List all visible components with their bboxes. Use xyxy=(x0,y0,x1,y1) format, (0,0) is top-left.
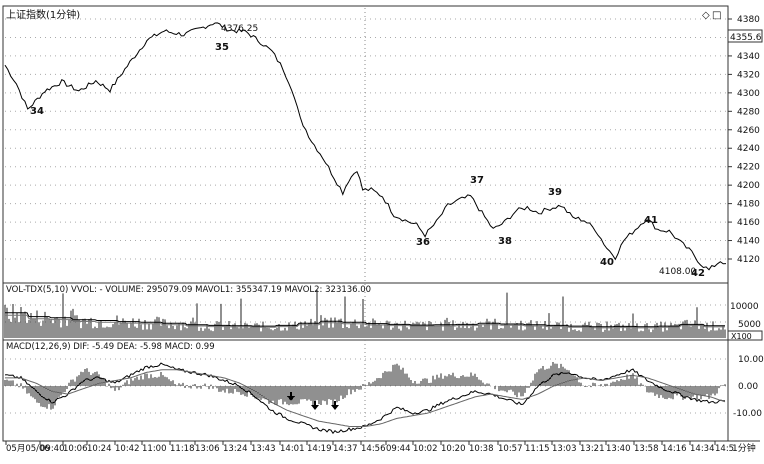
down-arrow-icon xyxy=(331,401,339,410)
price-tick-label: 4320 xyxy=(737,70,760,80)
macd-tick-0: 0.00 xyxy=(738,382,758,392)
low-price-label: 4108.00 xyxy=(659,267,696,277)
price-tick-label: 4220 xyxy=(737,163,760,173)
time-label: 13:24 xyxy=(223,444,248,454)
time-label: 13:43 xyxy=(251,444,276,454)
mavol1-line xyxy=(5,312,725,328)
period-label[interactable]: 1分钟 xyxy=(732,442,756,454)
volume-tick-5000: 5000 xyxy=(738,320,761,330)
wave-marker-38: 38 xyxy=(498,236,512,247)
price-tick-label: 4260 xyxy=(737,126,760,136)
current-price-label: 4355.6 xyxy=(730,33,762,43)
time-label: 11:15 xyxy=(525,444,550,454)
wave-marker-42: 42 xyxy=(691,268,705,279)
price-tick-label: 4300 xyxy=(737,89,760,99)
wave-marker-40: 40 xyxy=(600,257,614,268)
time-label: 10:24 xyxy=(87,444,112,454)
time-label: 13:21 xyxy=(580,444,605,454)
down-arrow-icon xyxy=(311,401,319,410)
current-price-box xyxy=(727,29,763,43)
wave-marker-35: 35 xyxy=(215,42,229,53)
wave-marker-39: 39 xyxy=(548,187,562,198)
price-tick-label: 4340 xyxy=(737,52,760,62)
time-label: 13:58 xyxy=(634,444,659,454)
time-label: 14:16 xyxy=(662,444,687,454)
time-label: 11:18 xyxy=(170,444,195,454)
price-tick-label: 4180 xyxy=(737,200,760,210)
time-label: 10:02 xyxy=(413,444,438,454)
price-tick-label: 4380 xyxy=(737,15,760,25)
volume-unit-box xyxy=(727,330,763,341)
price-tick-label: 4120 xyxy=(737,255,760,265)
volume-tick-10000: 10000 xyxy=(730,302,759,312)
time-label: 10:42 xyxy=(115,444,140,454)
dif-line xyxy=(4,362,726,435)
wave-marker-41: 41 xyxy=(644,215,658,226)
time-label: 14:34 xyxy=(690,444,715,454)
price-axis: 4380436043404320430042804260424042204200… xyxy=(728,15,760,265)
time-label: 13:40 xyxy=(606,444,631,454)
dea-line xyxy=(5,369,726,427)
price-line xyxy=(4,22,727,271)
macd-tick-10: 10.00 xyxy=(738,355,764,365)
volume-unit-label: X100 xyxy=(731,332,752,341)
time-label: 09:44 xyxy=(386,444,411,454)
wave-marker-37: 37 xyxy=(470,175,484,186)
time-label: 13:06 xyxy=(195,444,220,454)
volume-bars xyxy=(4,289,726,338)
time-label: 14:19 xyxy=(307,444,332,454)
price-tick-label: 4200 xyxy=(737,181,760,191)
time-label: 10:06 xyxy=(63,444,88,454)
down-arrow-icon xyxy=(287,392,295,401)
mavol2-line xyxy=(5,314,725,329)
time-label: 10:57 xyxy=(498,444,523,454)
price-tick-label: 4280 xyxy=(737,107,760,117)
time-label: 14:56 xyxy=(361,444,386,454)
maximize-icon[interactable]: □ xyxy=(712,10,721,21)
chart-title: 上证指数(1分钟) xyxy=(6,8,80,21)
time-label: 05月05/06 xyxy=(6,444,50,454)
time-label: 10:20 xyxy=(441,444,466,454)
time-label: 13:03 xyxy=(552,444,577,454)
time-label: 10:38 xyxy=(469,444,494,454)
high-price-label: 4376.25 xyxy=(221,24,258,34)
price-tick-label: 4240 xyxy=(737,144,760,154)
time-label: 14:01 xyxy=(280,444,305,454)
price-tick-label: 4160 xyxy=(737,218,760,228)
wave-marker-36: 36 xyxy=(416,237,430,248)
time-label: 14:37 xyxy=(333,444,358,454)
price-tick-label: 4140 xyxy=(737,237,760,247)
macd-arrows xyxy=(287,392,339,410)
time-label: 09:40 xyxy=(40,444,65,454)
wave-marker-34: 34 xyxy=(30,106,44,117)
time-label: 11:00 xyxy=(142,444,167,454)
macd-tick-minus10: -10.00 xyxy=(733,409,762,419)
macd-header: MACD(12,26,9) DIF: -5.49 DEA: -5.98 MACD… xyxy=(6,342,215,352)
diamond-icon[interactable]: ◇ xyxy=(702,10,710,21)
wave-markers: 34 35 36 37 38 39 40 41 42 xyxy=(30,42,705,279)
time-label: 14:5 xyxy=(715,444,734,454)
macd-histogram xyxy=(4,361,726,410)
volume-header: VOL-TDX(5,10) VVOL: - VOLUME: 295079.09 … xyxy=(6,285,371,295)
